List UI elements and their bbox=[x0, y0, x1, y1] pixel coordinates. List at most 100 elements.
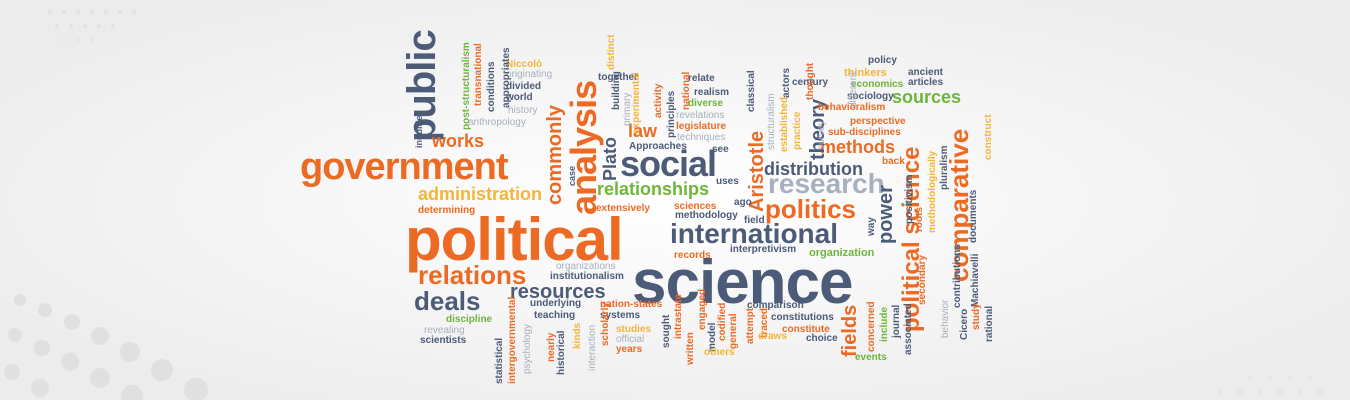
word-sociology: sociology bbox=[847, 91, 894, 102]
word-legislature: legislature bbox=[676, 121, 727, 132]
word-methodology: methodology bbox=[675, 210, 738, 221]
word-intrastate: intrastate bbox=[673, 293, 684, 339]
word-practice: practice bbox=[792, 111, 803, 150]
word-historical: historical bbox=[556, 330, 567, 375]
word-relationships: relationships bbox=[597, 179, 710, 199]
word-ago: ago bbox=[734, 197, 752, 208]
word-fields: fields bbox=[839, 304, 861, 357]
word-originating: originating bbox=[506, 69, 553, 80]
word-realism: realism bbox=[694, 87, 730, 98]
word-revealing: revealing bbox=[424, 325, 465, 336]
word-actors: actors bbox=[781, 67, 792, 98]
word-roots: roots bbox=[914, 207, 925, 232]
word-extensively: extensively bbox=[596, 203, 650, 214]
word-concerned: concerned bbox=[866, 301, 877, 352]
word-social: social bbox=[620, 143, 717, 184]
word-years: years bbox=[616, 344, 643, 355]
word-political: political bbox=[405, 206, 624, 273]
word-scholarly: scholarly bbox=[600, 302, 611, 346]
word-world: world bbox=[506, 92, 533, 103]
word-principles: principles bbox=[666, 90, 677, 138]
word-scientists: scientists bbox=[420, 335, 467, 346]
word-relate: relate bbox=[688, 73, 715, 84]
word-experimental: experimental bbox=[631, 72, 642, 134]
word-discipline: discipline bbox=[446, 314, 493, 325]
word-international: international bbox=[670, 218, 839, 249]
word-systems: systems bbox=[600, 310, 641, 321]
word-together: together bbox=[598, 72, 638, 83]
word-organizations: organizations bbox=[556, 261, 616, 272]
word-study: study bbox=[971, 303, 982, 330]
word-comparison: comparison bbox=[747, 300, 804, 311]
word-post-structuralism: post-structuralism bbox=[461, 42, 472, 130]
word-constitutions: constitutions bbox=[771, 312, 834, 323]
word-general: general bbox=[728, 313, 739, 349]
word-science: science bbox=[632, 248, 854, 317]
word-see: see bbox=[712, 144, 729, 155]
word-activity: activity bbox=[653, 83, 664, 118]
word-established: established bbox=[779, 96, 790, 152]
word-anthropology: anthropology bbox=[468, 117, 526, 128]
word-economics: economics bbox=[851, 79, 904, 90]
word-distinct: distinct bbox=[606, 34, 617, 70]
word-commonly: commonly bbox=[544, 104, 566, 205]
word-attempt: attempt bbox=[745, 307, 756, 344]
word-appropriates: appropriates bbox=[501, 47, 512, 108]
word-construct: construct bbox=[983, 114, 994, 160]
word-perspective: perspective bbox=[850, 116, 906, 127]
word-psychology: psychology bbox=[522, 323, 533, 374]
word-revelations: revelations bbox=[676, 110, 725, 121]
word-diverse: diverse bbox=[688, 98, 724, 109]
word-records: records bbox=[674, 250, 711, 261]
word-behavioralism: behavioralism bbox=[818, 102, 886, 113]
word-contributions: contributions bbox=[952, 244, 963, 308]
word-choice: choice bbox=[806, 333, 838, 344]
dot-pattern-bottom-right bbox=[1217, 376, 1323, 395]
word-distribution: distribution bbox=[764, 159, 863, 179]
word-machiavelli: Machiavelli bbox=[970, 253, 981, 307]
word-transnational: transnational bbox=[473, 43, 484, 106]
word-associated: associated bbox=[903, 303, 914, 355]
word-intergovernmental: intergovernmental bbox=[507, 296, 518, 384]
word-approaches: Approaches bbox=[629, 141, 687, 152]
word-pluralism: pluralism bbox=[939, 145, 950, 190]
word-determining: determining bbox=[418, 205, 476, 216]
dot-pattern-top-left bbox=[48, 10, 136, 42]
word-interaction: interaction bbox=[587, 324, 598, 371]
word-sources: sources bbox=[892, 87, 962, 107]
word-sought: sought bbox=[661, 314, 672, 348]
word-codified: codified bbox=[717, 302, 728, 341]
word-classical: classical bbox=[746, 70, 757, 112]
word-back: back bbox=[882, 156, 905, 167]
word-statistical: statistical bbox=[494, 337, 505, 384]
word-sciences: sciences bbox=[674, 201, 717, 212]
word-plato: Plato bbox=[600, 136, 620, 181]
word-administration: administration bbox=[418, 184, 543, 204]
word-official: official bbox=[616, 334, 645, 345]
word-cicero: Cicero bbox=[959, 308, 970, 340]
word-research: research bbox=[768, 168, 885, 199]
word-institutionalism: institutionalism bbox=[550, 271, 624, 282]
word-constitute: constitute bbox=[782, 324, 830, 335]
word-sub-disciplines: sub-disciplines bbox=[828, 127, 901, 138]
word-articles: articles bbox=[908, 77, 944, 88]
word-century: century bbox=[792, 77, 829, 88]
word-ancient: ancient bbox=[908, 67, 944, 78]
word-way: way bbox=[866, 217, 877, 236]
word-techniques: techniques bbox=[677, 132, 726, 143]
word-nation-states: nation-states bbox=[600, 299, 663, 310]
word-works: works bbox=[432, 131, 485, 151]
word-field: field bbox=[744, 215, 765, 226]
word-include: include bbox=[879, 306, 890, 342]
word-others: others bbox=[704, 347, 735, 358]
word-building: building bbox=[611, 71, 622, 110]
word-organization: organization bbox=[809, 247, 875, 259]
word-power: power bbox=[875, 185, 897, 244]
word-policy: policy bbox=[868, 55, 897, 66]
word-documents: documents bbox=[968, 189, 979, 243]
word-rational: rational bbox=[984, 305, 995, 342]
word-studies: studies bbox=[616, 324, 652, 335]
word-deals: deals bbox=[414, 286, 481, 316]
